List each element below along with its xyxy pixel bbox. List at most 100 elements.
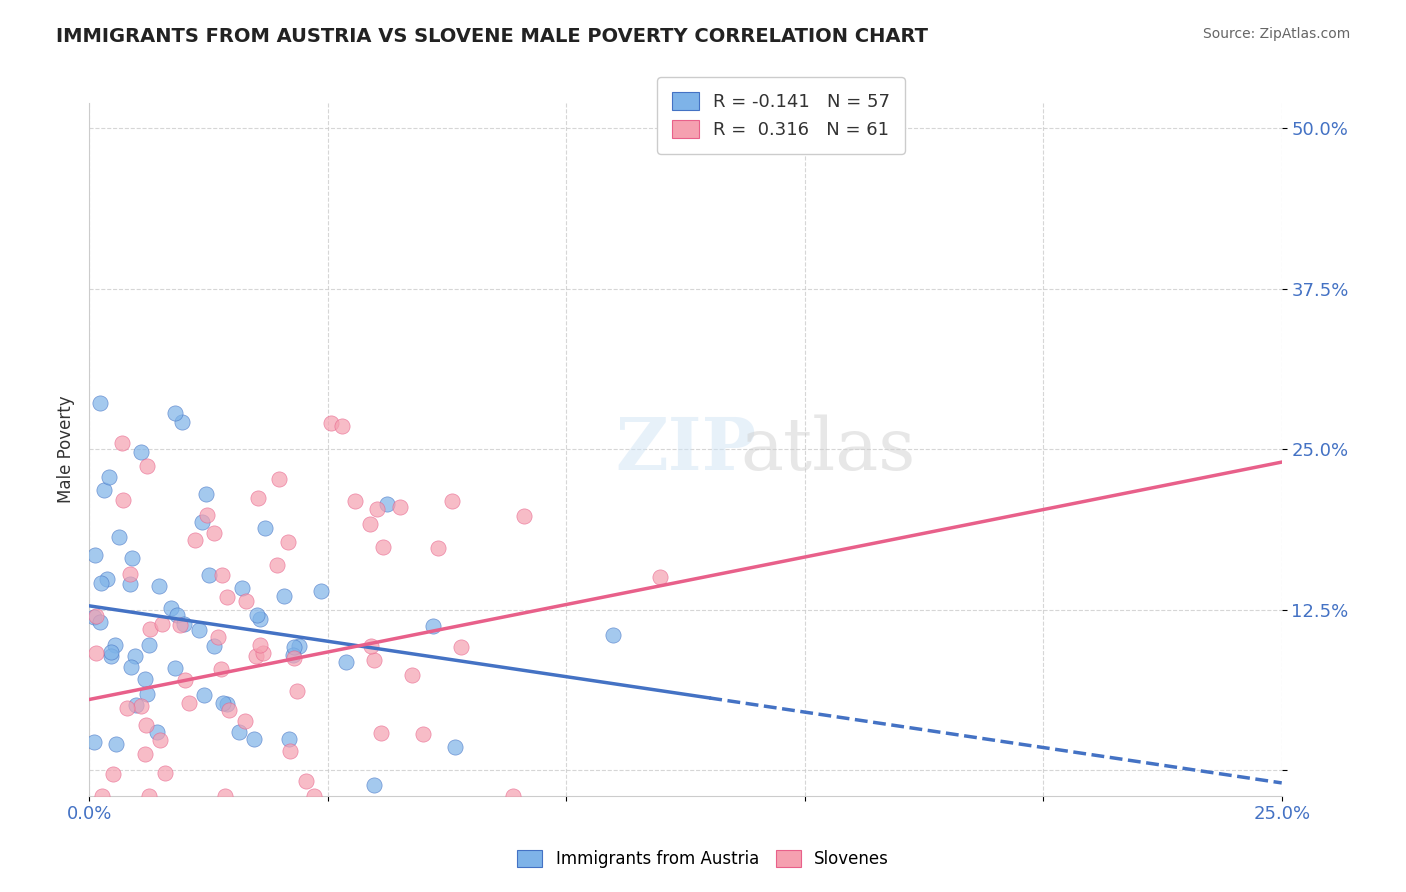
Point [138, 638, 160, 652]
Point [163, 406, 186, 420]
Point [110, 436, 132, 450]
Point [211, 568, 233, 582]
Point [277, 731, 299, 746]
Point [202, 526, 225, 541]
Point [252, 646, 274, 660]
Point [218, 703, 240, 717]
Point [124, 649, 146, 664]
Point [108, 530, 131, 544]
Point [249, 612, 271, 626]
Point [202, 640, 225, 654]
Point [198, 567, 221, 582]
Point [245, 648, 267, 663]
Point [160, 601, 183, 615]
Point [273, 589, 295, 603]
Point [90, 576, 112, 591]
Point [283, 651, 305, 665]
Point [283, 640, 305, 654]
Point [443, 739, 465, 754]
Point [91, 789, 114, 803]
Point [422, 619, 444, 633]
Point [155, 766, 177, 780]
Point [295, 774, 318, 789]
Point [100, 649, 122, 664]
Point [243, 731, 266, 746]
Point [209, 662, 232, 676]
Point [120, 566, 142, 581]
Point [84, 609, 107, 624]
Point [281, 648, 304, 662]
Point [440, 494, 463, 508]
Point [266, 558, 288, 572]
Point [184, 533, 207, 548]
Point [513, 508, 536, 523]
Point [427, 541, 450, 556]
Point [115, 701, 138, 715]
Point [146, 725, 169, 739]
Point [412, 727, 434, 741]
Point [278, 744, 301, 758]
Point [211, 696, 233, 710]
Point [450, 640, 472, 654]
Point [254, 521, 277, 535]
Point [249, 639, 271, 653]
Point [138, 622, 160, 636]
Point [215, 697, 238, 711]
Point [288, 639, 311, 653]
Point [335, 655, 357, 669]
Point [366, 502, 388, 516]
Point [100, 645, 122, 659]
Point [174, 673, 197, 687]
Point [134, 747, 156, 762]
Point [502, 789, 524, 803]
Point [135, 717, 157, 731]
Point [235, 594, 257, 608]
Legend: Immigrants from Austria, Slovenes: Immigrants from Austria, Slovenes [510, 843, 896, 875]
Point [169, 618, 191, 632]
Text: IMMIGRANTS FROM AUSTRIA VS SLOVENE MALE POVERTY CORRELATION CHART: IMMIGRANTS FROM AUSTRIA VS SLOVENE MALE … [56, 27, 928, 45]
Point [401, 668, 423, 682]
Point [129, 698, 152, 713]
Point [195, 487, 218, 501]
Point [363, 653, 385, 667]
Point [149, 732, 172, 747]
Point [363, 778, 385, 792]
Point [104, 737, 127, 751]
Point [269, 472, 291, 486]
Point [111, 492, 134, 507]
Point [389, 500, 412, 515]
Point [135, 687, 157, 701]
Point [375, 497, 398, 511]
Point [602, 628, 624, 642]
Point [89, 615, 111, 629]
Text: Source: ZipAtlas.com: Source: ZipAtlas.com [1202, 27, 1350, 41]
Point [179, 696, 201, 710]
Point [370, 726, 392, 740]
Point [360, 639, 382, 653]
Point [83, 735, 105, 749]
Point [191, 515, 214, 529]
Point [246, 607, 269, 622]
Point [193, 688, 215, 702]
Point [104, 638, 127, 652]
Point [215, 590, 238, 604]
Point [89, 396, 111, 410]
Point [309, 584, 332, 599]
Point [125, 698, 148, 712]
Point [277, 535, 299, 549]
Point [330, 419, 353, 434]
Point [134, 672, 156, 686]
Point [129, 445, 152, 459]
Point [195, 508, 218, 523]
Point [163, 660, 186, 674]
Point [187, 624, 209, 638]
Point [233, 714, 256, 728]
Legend: R = -0.141   N = 57, R =  0.316   N = 61: R = -0.141 N = 57, R = 0.316 N = 61 [657, 77, 904, 153]
Point [287, 683, 309, 698]
Y-axis label: Male Poverty: Male Poverty [58, 395, 75, 503]
Point [148, 579, 170, 593]
Point [120, 576, 142, 591]
Point [93, 483, 115, 498]
Point [172, 415, 194, 429]
Point [228, 725, 250, 739]
